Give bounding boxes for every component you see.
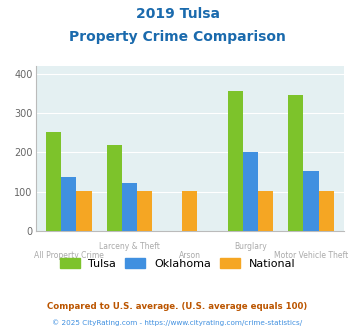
Text: Motor Vehicle Theft: Motor Vehicle Theft bbox=[274, 251, 348, 260]
Bar bbox=[106, 145, 122, 231]
Bar bbox=[319, 191, 334, 231]
Text: Compared to U.S. average. (U.S. average equals 100): Compared to U.S. average. (U.S. average … bbox=[47, 302, 308, 311]
Bar bbox=[304, 171, 319, 231]
Text: 2019 Tulsa: 2019 Tulsa bbox=[136, 7, 219, 20]
Text: All Property Crime: All Property Crime bbox=[34, 251, 104, 260]
Bar bbox=[288, 95, 304, 231]
Text: Burglary: Burglary bbox=[234, 242, 267, 251]
Bar bbox=[243, 152, 258, 231]
Bar bbox=[61, 177, 76, 231]
Bar bbox=[182, 191, 197, 231]
Text: © 2025 CityRating.com - https://www.cityrating.com/crime-statistics/: © 2025 CityRating.com - https://www.city… bbox=[53, 319, 302, 326]
Bar bbox=[122, 183, 137, 231]
Text: Arson: Arson bbox=[179, 251, 201, 260]
Bar bbox=[258, 191, 273, 231]
Text: Larceny & Theft: Larceny & Theft bbox=[99, 242, 160, 251]
Bar bbox=[76, 191, 92, 231]
Bar bbox=[228, 91, 243, 231]
Legend: Tulsa, Oklahoma, National: Tulsa, Oklahoma, National bbox=[55, 253, 300, 273]
Bar bbox=[46, 132, 61, 231]
Bar bbox=[137, 191, 152, 231]
Text: Property Crime Comparison: Property Crime Comparison bbox=[69, 30, 286, 44]
